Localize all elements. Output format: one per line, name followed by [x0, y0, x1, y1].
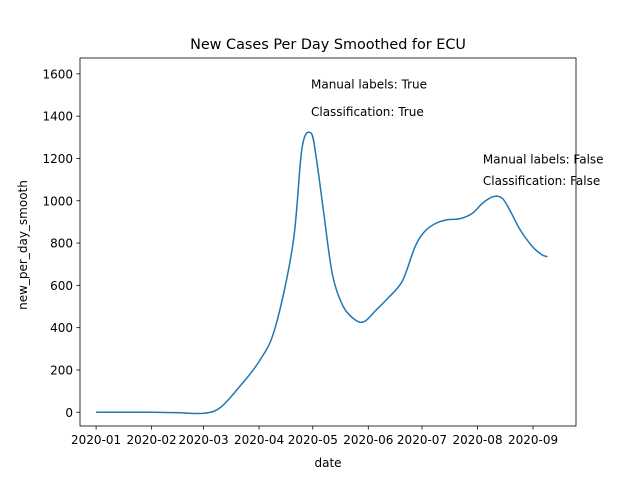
- y-tick-label: 1200: [42, 152, 73, 166]
- annotation-text: Manual labels: True: [311, 78, 427, 92]
- x-tick-label: 2020-06: [343, 433, 393, 447]
- y-tick-label: 600: [50, 279, 73, 293]
- x-tick-label: 2020-05: [288, 433, 338, 447]
- series-line-0: [96, 131, 548, 415]
- axes-frame: [79, 57, 577, 427]
- plot-area: 2020-01 2020-02 2020-03 2020-04 2020-05 2020-…: [42, 57, 604, 447]
- x-tick-label: 2020-02: [127, 433, 177, 447]
- x-tick-label: 2020-03: [178, 433, 228, 447]
- x-tick-label: 2020-09: [508, 433, 558, 447]
- y-tick-label: 200: [50, 363, 73, 377]
- annotation-text: Manual labels: False: [483, 153, 604, 167]
- y-tick-label: 400: [50, 321, 73, 335]
- x-tick-label: 2020-08: [452, 433, 502, 447]
- x-axis-label: date: [314, 456, 341, 470]
- y-axis-label: new_per_day_smooth: [16, 180, 30, 310]
- annotation-text: Classification: True: [311, 105, 424, 119]
- y-tick-label: 1600: [42, 67, 73, 81]
- annotation-text: Classification: False: [483, 174, 600, 188]
- y-tick-label: 800: [50, 237, 73, 251]
- x-tick-label: 2020-01: [71, 433, 121, 447]
- y-tick-label: 0: [65, 406, 73, 420]
- y-tick-label: 1000: [42, 194, 73, 208]
- y-tick-label: 1400: [42, 110, 73, 124]
- chart-title: New Cases Per Day Smoothed for ECU: [190, 37, 466, 53]
- x-tick-label: 2020-07: [397, 433, 447, 447]
- x-tick-label: 2020-04: [234, 433, 284, 447]
